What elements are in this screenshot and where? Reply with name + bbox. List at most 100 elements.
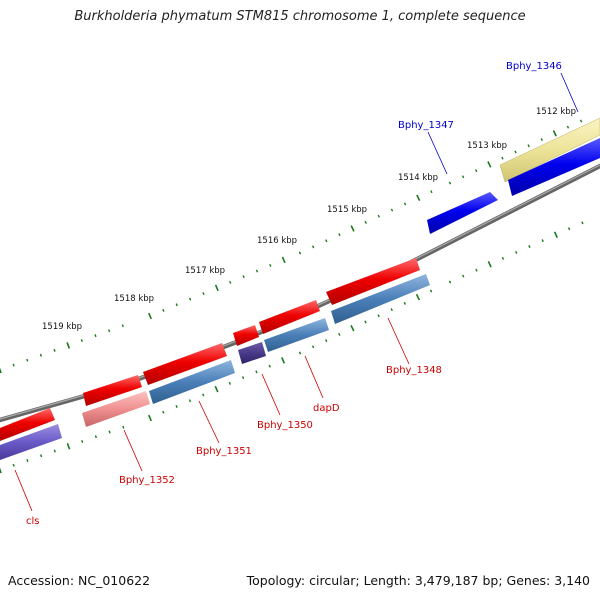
- minor-tick: [188, 399, 192, 403]
- minor-tick: [108, 329, 111, 333]
- minor-tick: [94, 334, 97, 338]
- genome-backbone-highlight: [0, 164, 600, 420]
- gene-label-bphy-1347[interactable]: Bphy_1347: [398, 120, 454, 131]
- minor-tick: [430, 190, 433, 194]
- band-bphy-1352[interactable]: [82, 391, 150, 427]
- gene-bphy-1346-arrow[interactable]: [508, 138, 600, 196]
- map-title: Burkholderia phymatum STM815 chromosome …: [74, 9, 526, 24]
- gene-label-bphy-1352[interactable]: Bphy_1352: [119, 475, 175, 486]
- gene-label-dapd[interactable]: dapD: [313, 403, 340, 414]
- gene-label-bphy-1346[interactable]: Bphy_1346: [506, 61, 562, 72]
- minor-tick: [448, 181, 452, 185]
- gene-label-bphy-1348[interactable]: Bphy_1348: [386, 365, 442, 376]
- major-tick: [214, 385, 219, 393]
- scale-label-1517: 1517 kbp: [185, 266, 225, 276]
- leader-bphy-1347: [427, 131, 448, 175]
- band-bphy-1351[interactable]: [149, 360, 235, 404]
- scale-label-1519: 1519 kbp: [42, 322, 82, 332]
- minor-tick: [188, 297, 192, 301]
- leader-lines: [14, 72, 579, 512]
- major-tick: [415, 293, 421, 301]
- major-tick: [553, 231, 558, 238]
- minor-tick: [26, 459, 29, 462]
- feature-bphy-1346-overlay[interactable]: [499, 117, 600, 183]
- minor-tick: [364, 320, 367, 324]
- accession-label: Accession: NC_010622: [8, 573, 151, 588]
- band-bphy-1350[interactable]: [238, 342, 266, 364]
- minor-tick: [364, 220, 367, 224]
- gene-bphy-1347-arrow[interactable]: [427, 192, 498, 234]
- minor-tick: [202, 393, 205, 397]
- minor-tick: [377, 214, 381, 218]
- scale-label-1513: 1513 kbp: [467, 141, 507, 151]
- minor-tick: [94, 435, 97, 439]
- major-tick: [487, 261, 492, 268]
- scale-label-1518: 1518 kbp: [114, 294, 154, 304]
- feature-annotation-row: [0, 274, 430, 460]
- gene-bphy-1351-arrow[interactable]: [143, 343, 227, 385]
- scale-label-1512: 1512 kbp: [536, 107, 576, 117]
- minor-tick: [269, 263, 272, 267]
- minor-tick: [462, 274, 465, 278]
- minor-tick: [429, 289, 433, 293]
- major-tick: [281, 357, 286, 364]
- minor-tick: [39, 353, 43, 357]
- minor-tick: [298, 251, 302, 255]
- minor-tick: [80, 339, 83, 342]
- forward-strand-features: [427, 117, 600, 234]
- minor-tick: [501, 156, 504, 160]
- leader-dapd: [304, 355, 324, 399]
- minor-tick: [403, 301, 407, 305]
- minor-tick: [514, 150, 517, 154]
- minor-tick: [255, 370, 258, 374]
- gene-cls-arrow[interactable]: [0, 408, 55, 441]
- minor-tick: [268, 364, 271, 368]
- gene-label-cls[interactable]: cls: [26, 516, 40, 527]
- minor-tick: [311, 245, 315, 249]
- minor-tick: [541, 239, 544, 243]
- major-tick: [66, 342, 71, 349]
- minor-tick: [175, 303, 178, 307]
- minor-tick: [53, 348, 56, 352]
- major-tick: [552, 130, 557, 137]
- minor-tick: [448, 280, 452, 284]
- leader-bphy-1346: [560, 72, 579, 113]
- minor-tick: [81, 440, 84, 443]
- minor-tick: [175, 404, 178, 408]
- gene-dapd-arrow[interactable]: [259, 300, 320, 334]
- minor-tick: [241, 376, 245, 380]
- minor-tick: [515, 250, 518, 254]
- band-bphy-1348[interactable]: [331, 274, 430, 324]
- band-dapd[interactable]: [264, 318, 329, 352]
- major-tick: [148, 312, 152, 320]
- gene-bphy-1350-arrow[interactable]: [233, 325, 259, 346]
- minor-tick: [121, 324, 124, 328]
- reverse-cds-row: [0, 258, 420, 441]
- leader-cls: [14, 469, 33, 512]
- gene-label-bphy-1350[interactable]: Bphy_1350: [257, 420, 313, 431]
- minor-tick: [325, 339, 328, 343]
- band-cls[interactable]: [0, 424, 62, 460]
- minor-tick: [12, 363, 15, 367]
- gene-label-bphy-1351[interactable]: Bphy_1351: [196, 446, 252, 457]
- minor-tick: [40, 454, 43, 458]
- minor-tick: [566, 125, 570, 129]
- minor-tick: [162, 410, 165, 414]
- leader-bphy-1351: [198, 400, 220, 444]
- leader-bphy-1350: [261, 373, 281, 416]
- minor-tick: [26, 358, 29, 362]
- minor-tick: [528, 245, 531, 248]
- major-tick: [66, 442, 71, 450]
- topology-stats-label: Topology: circular; Length: 3,479,187 bp…: [246, 573, 590, 588]
- inner-tick-row: [0, 221, 584, 474]
- minor-tick: [122, 425, 125, 429]
- minor-tick: [567, 227, 571, 231]
- gene-bphy-1352-arrow[interactable]: [83, 375, 142, 406]
- gene-bphy-1348-arrow[interactable]: [326, 258, 420, 305]
- gene-labels: Bphy_1346 Bphy_1347 Bphy_1348 dapD Bphy_…: [26, 61, 562, 527]
- minor-tick: [475, 169, 478, 173]
- scale-label-1514: 1514 kbp: [398, 173, 438, 183]
- leader-bphy-1348: [387, 317, 410, 365]
- minor-tick: [202, 292, 205, 296]
